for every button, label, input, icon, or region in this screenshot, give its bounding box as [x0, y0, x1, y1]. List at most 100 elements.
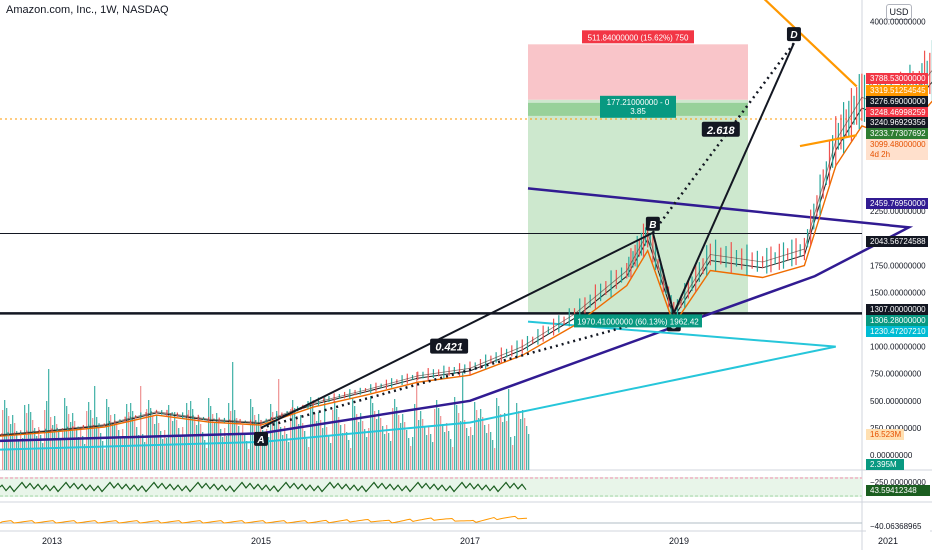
volume-bar: [150, 408, 152, 470]
volume-bar: [230, 411, 232, 470]
volume-bar: [408, 438, 410, 470]
volume-bar: [158, 423, 160, 470]
volume-bar: [302, 423, 304, 470]
volume-bar: [120, 438, 122, 470]
volume-bar: [8, 416, 10, 470]
lower-trendline: [799, 134, 857, 148]
y-tick-label: 250.00000000: [870, 424, 922, 433]
y-tick-label: 0.00000000: [870, 451, 913, 460]
volume-bar: [512, 445, 514, 470]
volume-bar: [526, 426, 528, 470]
volume-bar: [442, 424, 444, 470]
x-tick-label: 2021: [878, 536, 898, 546]
volume-bar: [162, 439, 164, 470]
volume-bar: [412, 437, 414, 470]
harmonic-point-box: [645, 216, 660, 231]
volume-bar: [468, 436, 470, 470]
volume-bar: [128, 412, 130, 470]
price-tag: 1307.00000000: [870, 305, 926, 314]
harmonic-point-box: [254, 431, 268, 446]
volume-bar: [336, 409, 338, 470]
volume-bar: [464, 420, 466, 470]
volume-bar: [24, 405, 26, 470]
volume-bar: [428, 426, 430, 470]
volume-bar: [406, 430, 408, 470]
volume-bar: [64, 398, 66, 470]
price-tag: 1230.47207210: [870, 327, 926, 336]
volume-bar: [358, 422, 360, 470]
volume-bar: [20, 430, 22, 470]
volume-bar: [504, 413, 506, 470]
volume-bar: [340, 425, 342, 470]
volume-bar: [484, 425, 486, 470]
volume-bar: [238, 426, 240, 470]
currency-button[interactable]: USD: [886, 4, 912, 20]
volume-bar: [370, 396, 372, 470]
volume-bar: [314, 413, 316, 470]
volume-bar: [110, 415, 112, 470]
volume-bar: [368, 428, 370, 470]
volume-bar: [492, 440, 494, 470]
volume-bar: [252, 407, 254, 470]
volume-bar: [296, 416, 298, 470]
y-tick-label: −250.00000000: [870, 478, 926, 487]
volume-bar: [300, 415, 302, 470]
volume-bar: [102, 441, 104, 470]
volume-bar: [58, 432, 60, 470]
volume-bar: [160, 431, 162, 470]
volume-bar: [274, 420, 276, 470]
volume-bar: [388, 433, 390, 470]
xab-leg: [260, 231, 654, 429]
volume-bar: [364, 429, 366, 470]
volume-bar: [470, 427, 472, 470]
volume-bar: [170, 413, 172, 470]
volume-bar: [522, 410, 524, 470]
volume-bar: [284, 426, 286, 470]
volume-bar: [90, 410, 92, 470]
volume-bar: [304, 431, 306, 470]
volume-bar: [338, 417, 340, 470]
volume-bar: [506, 421, 508, 470]
price-tag-bg: [866, 198, 928, 209]
x-tick-label: 2019: [669, 536, 689, 546]
volume-bar: [234, 410, 236, 470]
entry-label-bg: [600, 95, 676, 118]
volume-bar: [62, 431, 64, 470]
price-tag: 2043.56724588: [870, 237, 926, 246]
volume-bar: [72, 413, 74, 470]
volume-bar: [146, 409, 148, 470]
volume-bar: [498, 406, 500, 470]
volume-bar: [374, 411, 376, 470]
volume-bar: [480, 409, 482, 470]
price-tag-bg: [866, 117, 928, 128]
volume-bar: [528, 434, 530, 470]
volume-bar: [382, 426, 384, 470]
volume-bar: [144, 442, 146, 470]
volume-bar: [482, 417, 484, 470]
volume-bar: [508, 389, 510, 470]
volume-bar: [466, 428, 468, 470]
ratio-label: 0.421: [435, 342, 463, 354]
volume-bar: [182, 427, 184, 470]
volume-bar: [356, 414, 358, 470]
volume-bar: [376, 419, 378, 470]
volume-bar: [524, 418, 526, 470]
volume-bar: [78, 437, 80, 470]
volume-bar: [40, 435, 42, 470]
volume-bar: [486, 433, 488, 470]
volume-bar: [92, 418, 94, 470]
volume-bar: [12, 415, 14, 470]
volume-bar: [436, 400, 438, 470]
indicator-tag: −40.06368965: [870, 522, 922, 531]
volume-bar: [394, 399, 396, 470]
price-tag: 3233.77307692: [870, 129, 926, 138]
harmonic-point-label: B: [649, 220, 656, 231]
volume-bar: [260, 422, 262, 470]
volume-tag: 16.523M: [870, 430, 901, 439]
volume-bar: [326, 427, 328, 470]
volume-bar: [282, 435, 284, 470]
volume-bar: [378, 410, 380, 470]
price-line: [0, 70, 932, 435]
price-tag: 1306.28000000: [870, 316, 926, 325]
